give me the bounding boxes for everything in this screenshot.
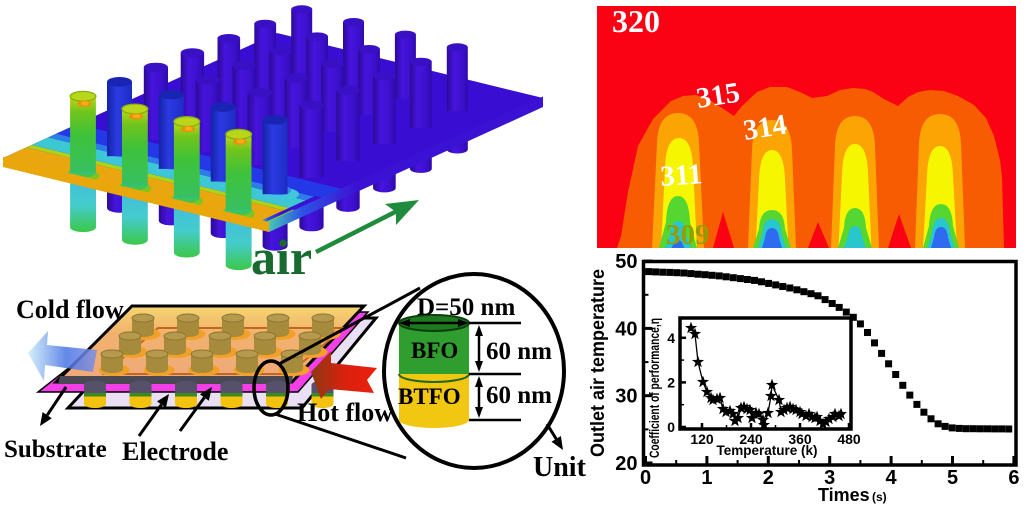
svg-text:311: 311 bbox=[659, 158, 703, 193]
svg-text:Coefficient of performance,η: Coefficient of performance,η bbox=[647, 318, 662, 458]
svg-text:20: 20 bbox=[615, 453, 637, 475]
svg-text:30: 30 bbox=[615, 386, 637, 408]
svg-text:60 nm: 60 nm bbox=[486, 382, 552, 409]
svg-text:309: 309 bbox=[666, 219, 710, 251]
svg-text:1: 1 bbox=[701, 467, 712, 489]
svg-text:Electrode: Electrode bbox=[122, 437, 228, 466]
svg-text:Substrate: Substrate bbox=[4, 436, 107, 463]
svg-text:Cold flow: Cold flow bbox=[16, 295, 124, 324]
svg-text:BTFO: BTFO bbox=[398, 384, 461, 409]
svg-text:0: 0 bbox=[640, 467, 651, 489]
svg-text:315: 315 bbox=[694, 77, 742, 115]
svg-text:(s): (s) bbox=[872, 490, 887, 504]
svg-text:60 nm: 60 nm bbox=[486, 338, 552, 365]
svg-text:5: 5 bbox=[947, 467, 958, 489]
svg-text:320: 320 bbox=[612, 3, 660, 39]
svg-text:4: 4 bbox=[667, 330, 675, 346]
svg-text:2: 2 bbox=[667, 374, 675, 390]
svg-text:4: 4 bbox=[886, 467, 898, 489]
svg-text:Unit: Unit bbox=[533, 452, 587, 483]
svg-text:50: 50 bbox=[615, 251, 637, 273]
svg-text:6: 6 bbox=[1008, 467, 1019, 489]
svg-text:2: 2 bbox=[763, 467, 774, 489]
svg-text:120: 120 bbox=[690, 431, 714, 447]
svg-text:Times: Times bbox=[818, 485, 870, 505]
svg-text:240: 240 bbox=[739, 431, 763, 447]
svg-text:air: air bbox=[251, 229, 312, 285]
svg-text:Outlet air temperature: Outlet air temperature bbox=[588, 269, 609, 457]
svg-text:Hot flow: Hot flow bbox=[297, 398, 393, 427]
svg-text:D=50 nm: D=50 nm bbox=[417, 294, 515, 321]
svg-text:BFO: BFO bbox=[411, 338, 458, 363]
svg-text:3: 3 bbox=[824, 467, 835, 489]
svg-text:360: 360 bbox=[788, 431, 812, 447]
svg-text:Temperature (k): Temperature (k) bbox=[716, 443, 817, 458]
svg-text:0: 0 bbox=[667, 419, 675, 435]
svg-text:40: 40 bbox=[615, 318, 637, 340]
svg-text:314: 314 bbox=[741, 109, 789, 147]
svg-text:480: 480 bbox=[837, 431, 861, 447]
